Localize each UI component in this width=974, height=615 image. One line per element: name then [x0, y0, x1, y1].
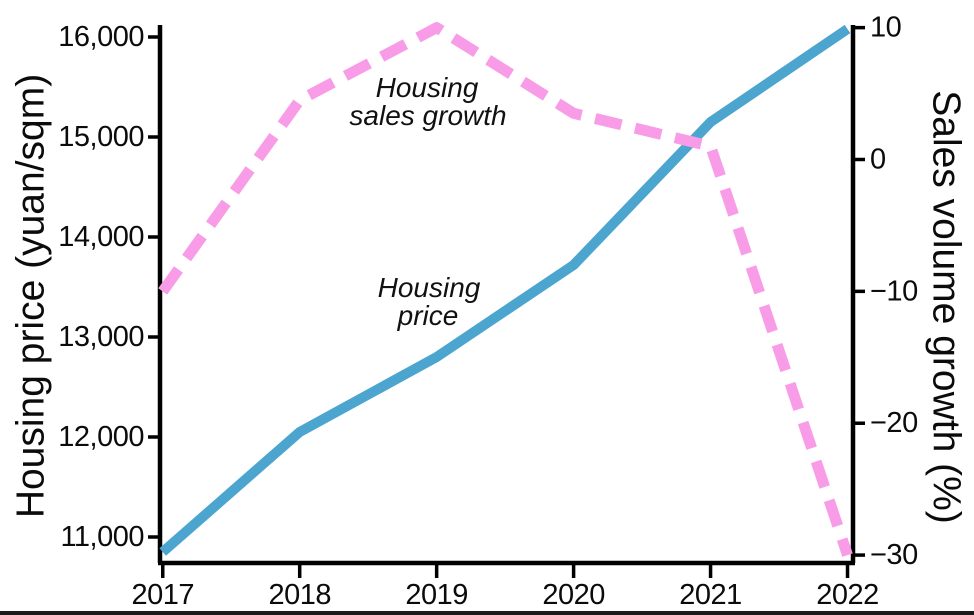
figure-bottom-border [0, 611, 974, 615]
right-axis-tick-label: −20 [870, 407, 918, 439]
x-axis-tick-label: 2017 [131, 579, 194, 611]
right-axis-tick-label: −10 [870, 275, 918, 307]
housing-price-annotation-line1: Housing [378, 272, 481, 303]
left-axis-tick-label: 13,000 [58, 321, 144, 353]
left-axis-tick-label: 12,000 [58, 421, 144, 453]
left-axis-tick-label: 14,000 [58, 221, 144, 253]
plot-area: 11,000 12,000 13,000 14,000 15,000 16,000 10 0 −… [58, 12, 918, 611]
left-axis-tick-label: 15,000 [58, 121, 144, 153]
left-axis-tick-label: 11,000 [60, 521, 144, 553]
right-axis-tick-label: 10 [870, 12, 901, 44]
right-axis-tick-label: 0 [870, 144, 886, 176]
x-axis-tick-label: 2019 [405, 579, 468, 611]
housing-price-line [159, 24, 851, 556]
x-axis-tick-label: 2022 [816, 579, 879, 611]
right-axis-title: Sales volume growth (%) [925, 90, 968, 524]
x-axis-tick-label: 2020 [542, 579, 605, 611]
sales-growth-line [158, 22, 853, 557]
x-axis-tick-label: 2021 [679, 579, 742, 611]
sales-growth-annotation-line2: sales growth [349, 100, 506, 131]
left-axis-title: Housing price (yuan/sqm) [10, 74, 53, 518]
left-axis-tick-label: 16,000 [58, 21, 144, 53]
housing-price-annotation-line2: price [397, 300, 459, 331]
right-axis-tick-label: −30 [870, 539, 918, 571]
sales-growth-annotation-line1: Housing [376, 72, 479, 103]
x-axis-tick-label: 2018 [268, 579, 331, 611]
